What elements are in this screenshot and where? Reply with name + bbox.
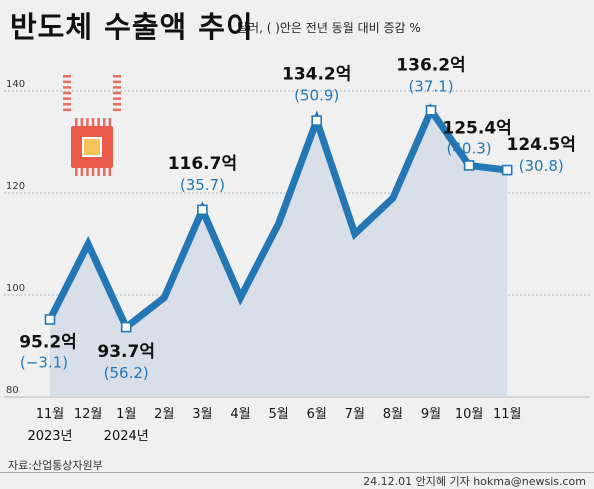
semiconductor-chip-icon [63,75,121,176]
data-point-marker [197,204,208,216]
chip-pin [108,168,112,176]
chip-pin [91,168,95,176]
chip-pin [113,108,121,112]
data-change-label: (56.2) [104,364,149,382]
x-axis: 11월 12월 1월 2월 3월 4월 5월 6월 7월 8월 9월 10월 11월 2023년 2024년 [27,407,521,444]
chip-pin [113,86,121,89]
data-value-label: 136.2억 [396,55,465,75]
x-tick-label: 9월 [421,407,441,422]
x-tick-label: 11월 [36,407,65,422]
y-tick-label: 80 [6,385,19,396]
y-tick-label: 140 [6,79,25,90]
chip-pin [108,118,112,126]
data-change-label: (40.3) [447,139,492,157]
data-change-label: (37.1) [408,77,453,95]
chart-title: 반도체 수출액 추이 [10,10,254,44]
series-markers [44,105,513,333]
chip-pin [91,118,95,126]
x-tick-label: 3월 [192,407,212,422]
source-text: 자료:산업통상자원부 [8,459,103,472]
data-change-label: (35.7) [180,176,225,194]
x-tick-label: 1월 [116,407,136,422]
credit-text: 24.12.01 안지혜 기자 hokma@newsis.com [363,475,586,488]
x-year-label: 2023년 [27,429,72,444]
chip-pin [63,108,71,112]
x-tick-label: 4월 [230,407,250,422]
chip-pin [113,97,121,100]
x-tick-label: 7월 [345,407,365,422]
chip-pin [75,168,78,176]
x-tick-label: 2월 [154,407,174,422]
chip-pin [113,91,121,95]
x-tick-label: 12월 [74,407,103,422]
data-point-marker [311,115,323,126]
chip-pin [75,118,78,126]
chart-subtitle: 달러, ( )안은 전년 동월 대비 증감 % [237,21,421,35]
y-tick-label: 120 [6,181,25,192]
chip-pin [97,168,100,176]
chip-pin [63,80,71,84]
chip-pin [113,80,121,84]
chip-pin [63,103,71,106]
data-change-label: (−3.1) [20,353,68,371]
data-point-marker [44,314,56,325]
chip-pin [86,168,89,176]
chip-pin [97,118,100,126]
x-tick-label: 6월 [307,407,327,422]
chip-pin [113,103,121,106]
data-change-label: (50.9) [294,87,339,105]
data-change-label: (30.8) [519,157,564,175]
x-year-label: 2024년 [104,429,149,444]
data-value-label: 134.2억 [282,65,351,85]
x-tick-label: 5월 [268,407,288,422]
data-value-label: 125.4억 [442,118,511,138]
data-point-marker [425,105,437,116]
chip-pin [103,118,106,126]
chip-pin [103,168,106,176]
footer-divider [0,472,594,473]
data-value-label: 95.2억 [19,332,77,352]
chip-pin [80,168,84,176]
x-tick-label: 10월 [455,407,484,422]
data-value-label: 124.5억 [506,135,575,155]
area-fill [50,110,508,397]
data-labels: 95.2억(−3.1) 93.7억 (56.2) 116.7억 (35.7) 134.2억… [19,55,576,382]
chip-pin [63,86,71,89]
y-tick-label: 100 [6,283,25,294]
data-point-marker [501,164,513,176]
data-value-label: 93.7억 [97,342,155,362]
data-point-marker [120,321,132,333]
area-shape [50,110,508,397]
chip-core [82,137,102,157]
chip-pin [63,91,71,95]
data-point-marker [463,160,475,171]
chip-pin [113,75,121,78]
x-tick-label: 8월 [383,407,403,422]
chip-pin [63,97,71,100]
data-value-label: 116.7억 [168,154,237,174]
chip-pin [80,118,84,126]
chip-pin [86,118,89,126]
chip-pin [63,75,71,78]
x-tick-label: 11월 [493,407,522,422]
